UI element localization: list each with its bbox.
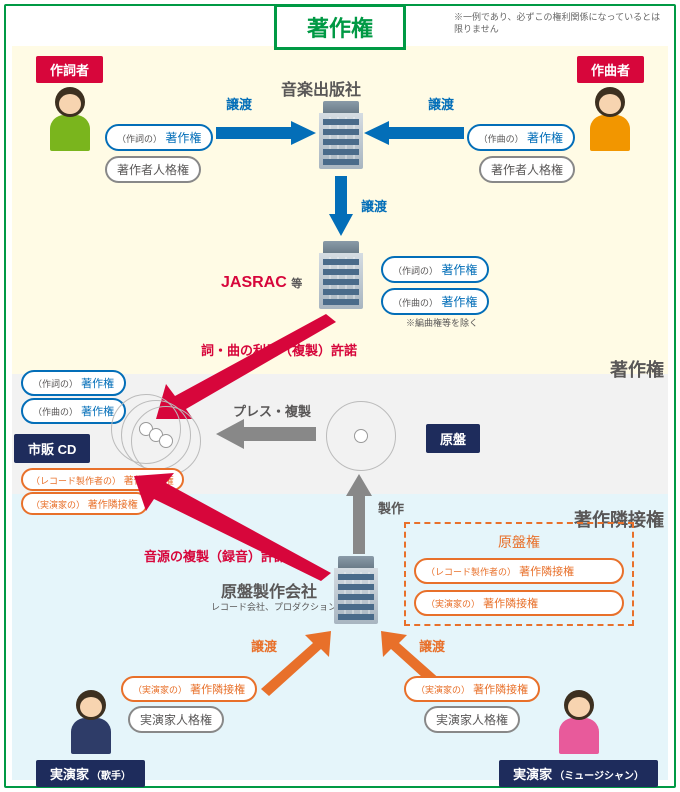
publisher-label: 音楽出版社 (281, 76, 361, 100)
building-icon (331, 556, 381, 626)
transfer-label-1: 譲渡 (226, 94, 252, 113)
building-icon (316, 101, 366, 171)
building-icon (316, 241, 366, 311)
press-label: プレス・複製 (233, 401, 311, 420)
composer-node: 作曲者 (577, 56, 644, 157)
performer1-label: 実演家（歌手） (36, 760, 145, 787)
badge-record-master: （レコード製作者の） 著作隣接権 (414, 558, 624, 584)
composer-label: 作曲者 (577, 56, 644, 83)
badge-compose-copyright-2: （作曲の） 著作権 (381, 288, 489, 315)
performer2-node: 実演家（ミュージシャン） (499, 686, 658, 787)
arrow-icon (216, 419, 316, 449)
person-icon (554, 690, 604, 760)
section-label-copyright: 著作権 (610, 356, 664, 382)
master-rights-box: 原盤権 （レコード製作者の） 著作隣接権 （実演家の） 著作隣接権 (404, 522, 634, 626)
arrow-icon (126, 471, 336, 591)
lyricist-label: 作詞者 (36, 56, 103, 83)
badge-lyric-cd: （作詞の） 著作権 (21, 370, 126, 396)
arrow-icon (216, 121, 316, 145)
performer1-node: 実演家（歌手） (36, 686, 145, 787)
badge-moral-rights-2: 著作者人格権 (479, 156, 575, 183)
badge-moral-rights-1: 著作者人格権 (105, 156, 201, 183)
lyricist-node: 作詞者 (36, 56, 103, 157)
jasrac-label: JASRAC 等 (221, 274, 302, 292)
cd-icon (111, 394, 191, 474)
cd-icon (326, 401, 406, 481)
person-icon (66, 690, 116, 760)
person-icon (45, 87, 95, 157)
production-label: 製作 (378, 498, 404, 517)
arrow-icon (329, 176, 353, 236)
badge-lyric-copyright-2: （作詞の） 著作権 (381, 256, 489, 283)
person-icon (585, 87, 635, 157)
arrow-icon (261, 631, 336, 696)
main-title: 著作権 (307, 16, 373, 41)
arrow-icon (346, 474, 372, 554)
master-rights-title: 原盤権 (414, 532, 624, 552)
transfer-label-2: 譲渡 (428, 94, 454, 113)
performer2-label: 実演家（ミュージシャン） (499, 760, 658, 787)
master-label: 原盤 (426, 424, 480, 453)
transfer-label-3: 譲渡 (361, 196, 387, 215)
note-except-arrange: ※編曲権等を除く (406, 316, 478, 329)
diagram-container: 著作権 ※一例であり、必ずこの権利関係になっているとは限りません 著作権 著作隣… (4, 4, 676, 788)
main-title-box: 著作権 (274, 4, 406, 50)
disclaimer-text: ※一例であり、必ずこの権利関係になっているとは限りません (454, 12, 664, 35)
badge-compose-copyright: （作曲の） 著作権 (467, 124, 575, 151)
master-company-label: 原盤製作会社 (221, 578, 317, 602)
commercial-cd-label: 市販 CD (14, 434, 90, 463)
arrow-icon (364, 121, 464, 145)
badge-performer-master: （実演家の） 著作隣接権 (414, 590, 624, 616)
badge-lyric-copyright: （作詞の） 著作権 (105, 124, 213, 151)
